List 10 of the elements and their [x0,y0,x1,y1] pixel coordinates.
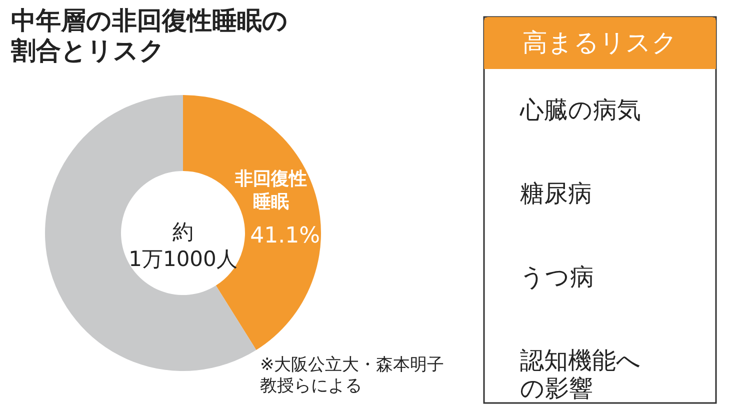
slice-label: 非回復性睡眠 [234,168,308,212]
text: 約 1万1000人 [128,220,238,271]
text: 心臓の病気 [519,96,641,124]
text: 認知機能への影響 [520,346,641,402]
text: 糖尿病 [520,179,592,208]
text: ※大阪公立大・森本明子教授らによる [260,355,444,396]
chart-title: 中年層の非回復性睡眠の割合とリスク [10,6,288,65]
text: うつ病 [520,262,594,291]
data-label: 41.1% [250,223,320,248]
text: 高まるリスク [522,28,678,57]
